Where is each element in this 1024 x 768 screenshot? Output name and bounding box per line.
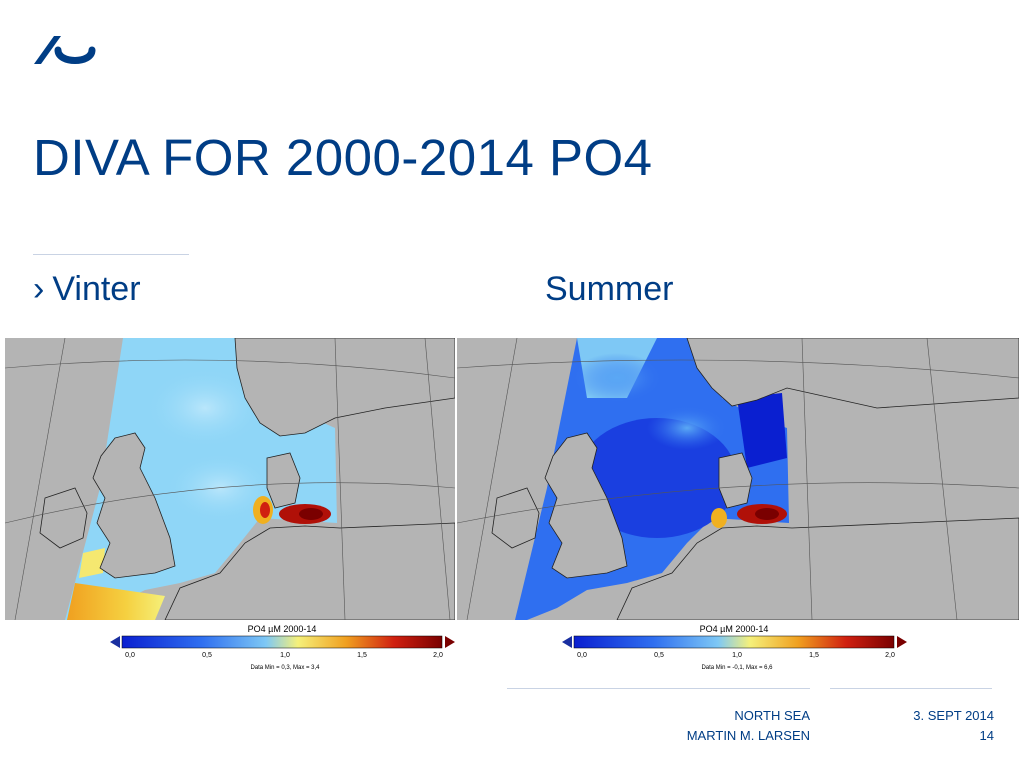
winter-po4-map [5,338,455,620]
colorbar-tick: 2,0 [433,652,443,659]
colorbar-tick: 1,0 [280,652,290,659]
data-range-note: Data Min = -0,1, Max = 6,6 [701,665,773,671]
summer-label: Summer [545,270,674,308]
colorbar-tick: 1,5 [809,652,819,659]
footer-author: MARTIN M. LARSEN [686,728,810,743]
bullet-winter-label: Vinter [52,270,141,308]
bullet-winter: › Vinter [33,270,141,309]
colorbar-tick: 0,5 [654,652,664,659]
summer-po4-map [457,338,1019,620]
colorbar-tick: 1,0 [732,652,742,659]
footer-divider-left [507,688,810,689]
winter-colorbar: PO4 µM 2000-14 0,0 0,5 1,0 1,5 2,0 Data … [110,624,455,671]
colorbar-tick: 0,0 [125,652,135,659]
colorbar-tick: 1,5 [357,652,367,659]
summer-colorbar: PO4 µM 2000-14 0,0 0,5 1,0 1,5 2,0 Data … [562,624,907,671]
data-range-note: Data Min = 0,3, Max = 3,4 [250,665,320,671]
colorbar-tick: 0,5 [202,652,212,659]
page-number: 14 [979,728,994,743]
title-divider [33,254,189,255]
colorbar-title: PO4 µM 2000-14 [700,624,769,634]
colorbar-tick: 2,0 [885,652,895,659]
footer-divider-right [830,688,992,689]
colorbar-title: PO4 µM 2000-14 [248,624,317,634]
slide-title: DIVA FOR 2000-2014 PO4 [33,129,653,186]
colorbar-tick: 0,0 [577,652,587,659]
footer-date: 3. SEPT 2014 [913,708,994,723]
footer-topic: NORTH SEA [734,708,810,723]
university-logo [34,36,96,64]
bullet-marker-icon: › [33,270,45,308]
